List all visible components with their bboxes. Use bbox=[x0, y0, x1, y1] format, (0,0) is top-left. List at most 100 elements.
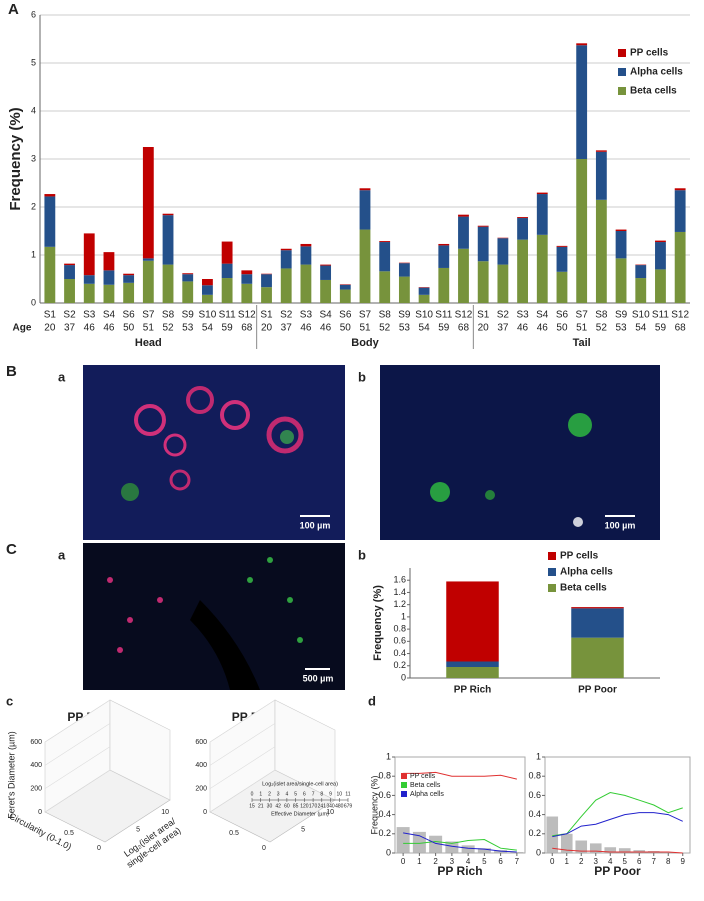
y-tick-label: 0.2 bbox=[528, 828, 541, 838]
x-tick-label: 10 bbox=[326, 809, 334, 816]
age-label: 37 bbox=[64, 323, 76, 334]
age-label: 51 bbox=[359, 323, 371, 334]
bar-segment bbox=[517, 218, 528, 240]
y-tick-label: 0.5 bbox=[229, 830, 239, 837]
z-tick-label: 400 bbox=[195, 762, 207, 769]
y-tick-label: 0 bbox=[262, 845, 266, 852]
group-label: Tail bbox=[573, 337, 591, 349]
age-label: 68 bbox=[241, 323, 253, 334]
bar-segment bbox=[536, 234, 548, 303]
bar-segment bbox=[44, 246, 56, 303]
x-tick-label: S3 bbox=[516, 310, 529, 321]
x-tick-label: 3 bbox=[450, 857, 455, 866]
age-label: 20 bbox=[44, 323, 56, 334]
x-tick-label: S6 bbox=[339, 310, 352, 321]
x-tick-label: S11 bbox=[652, 310, 669, 321]
x-tick-label: 10 bbox=[161, 809, 169, 816]
diameter-tick: 241 bbox=[318, 803, 327, 809]
bar-segment bbox=[674, 188, 686, 191]
series-line bbox=[552, 847, 683, 854]
series-line bbox=[403, 771, 517, 780]
legend-label: PP cells bbox=[560, 551, 599, 562]
x-tick-label: 5 bbox=[136, 826, 140, 833]
y-tick-label: 1.2 bbox=[393, 599, 406, 609]
bar-segment bbox=[438, 267, 450, 303]
age-label: 53 bbox=[399, 323, 411, 334]
diameter-tick: 42 bbox=[275, 803, 281, 809]
log-tick: 2 bbox=[268, 791, 271, 797]
bar-segment bbox=[458, 248, 469, 303]
x-tick-label: S7 bbox=[576, 310, 589, 321]
x-tick-label: S12 bbox=[671, 310, 689, 321]
bar-segment bbox=[142, 147, 154, 259]
x-tick-label: 2 bbox=[579, 857, 584, 866]
bar-segment bbox=[44, 196, 56, 247]
bar-segment bbox=[446, 667, 499, 678]
bar-segment bbox=[556, 271, 568, 303]
z-grid bbox=[209, 746, 276, 789]
bar-segment bbox=[300, 264, 312, 303]
bar bbox=[560, 833, 573, 853]
legend-swatch bbox=[548, 584, 556, 592]
bar-segment bbox=[458, 216, 469, 249]
bar-segment bbox=[674, 231, 686, 303]
z-grid bbox=[44, 746, 111, 789]
legend-swatch bbox=[548, 552, 556, 560]
bar-segment bbox=[103, 252, 115, 271]
bar bbox=[477, 848, 491, 853]
bar-segment bbox=[261, 287, 272, 303]
bar bbox=[546, 816, 559, 853]
x-tick-label: S9 bbox=[398, 310, 411, 321]
x-tick-label: 9 bbox=[681, 857, 686, 866]
panel-label: a bbox=[58, 369, 66, 384]
x-tick-label: S2 bbox=[280, 310, 293, 321]
bar-segment bbox=[241, 270, 253, 275]
z-grid bbox=[44, 699, 111, 743]
x-tick-label: S7 bbox=[142, 310, 155, 321]
x-tick-label: 6 bbox=[637, 857, 642, 866]
x-tick-label: 7 bbox=[515, 857, 520, 866]
log-tick: 5 bbox=[294, 791, 297, 797]
log-tick: 9 bbox=[329, 791, 332, 797]
age-label: 50 bbox=[340, 323, 352, 334]
x-tick-label: S8 bbox=[162, 310, 175, 321]
bar-segment bbox=[103, 284, 115, 303]
age-label: 53 bbox=[182, 323, 194, 334]
y-tick-label: 0.5 bbox=[64, 830, 74, 837]
age-label: 59 bbox=[222, 323, 234, 334]
y-tick-label: 2 bbox=[31, 201, 36, 211]
y-tick-label: 0.2 bbox=[378, 828, 391, 838]
x-tick-label: 0 bbox=[401, 857, 406, 866]
bar-segment bbox=[576, 45, 588, 159]
panel-label: A bbox=[8, 1, 19, 18]
bar-segment bbox=[83, 283, 95, 303]
z-tick-label: 200 bbox=[30, 786, 42, 793]
x-tick-label: S4 bbox=[536, 310, 549, 321]
bar-segment bbox=[64, 265, 75, 279]
bar-segment bbox=[64, 263, 75, 266]
legend-swatch bbox=[401, 791, 407, 797]
bar-segment bbox=[320, 265, 332, 280]
x-tick-label: 3 bbox=[594, 857, 599, 866]
age-label: 46 bbox=[103, 323, 115, 334]
scale-bar-label: 500 µm bbox=[303, 673, 334, 683]
x-tick-label: S12 bbox=[455, 310, 473, 321]
x-tick-label: S7 bbox=[359, 310, 372, 321]
age-label: 59 bbox=[655, 323, 667, 334]
bar-segment bbox=[536, 192, 548, 195]
age-label: 52 bbox=[162, 323, 174, 334]
diameter-tick: 120 bbox=[300, 803, 309, 809]
x-tick-label: S8 bbox=[379, 310, 392, 321]
x-tick-label: 5 bbox=[623, 857, 628, 866]
bar-segment bbox=[497, 264, 509, 303]
age-label: 54 bbox=[635, 323, 647, 334]
bar-segment bbox=[339, 289, 351, 303]
bar-segment bbox=[595, 150, 607, 152]
log-tick: 3 bbox=[277, 791, 280, 797]
x-tick-label: S2 bbox=[63, 310, 76, 321]
panel-label: d bbox=[368, 693, 376, 708]
x-tick-label: S10 bbox=[415, 310, 433, 321]
panel-label: c bbox=[6, 693, 13, 708]
x-tick-label: 4 bbox=[466, 857, 471, 866]
